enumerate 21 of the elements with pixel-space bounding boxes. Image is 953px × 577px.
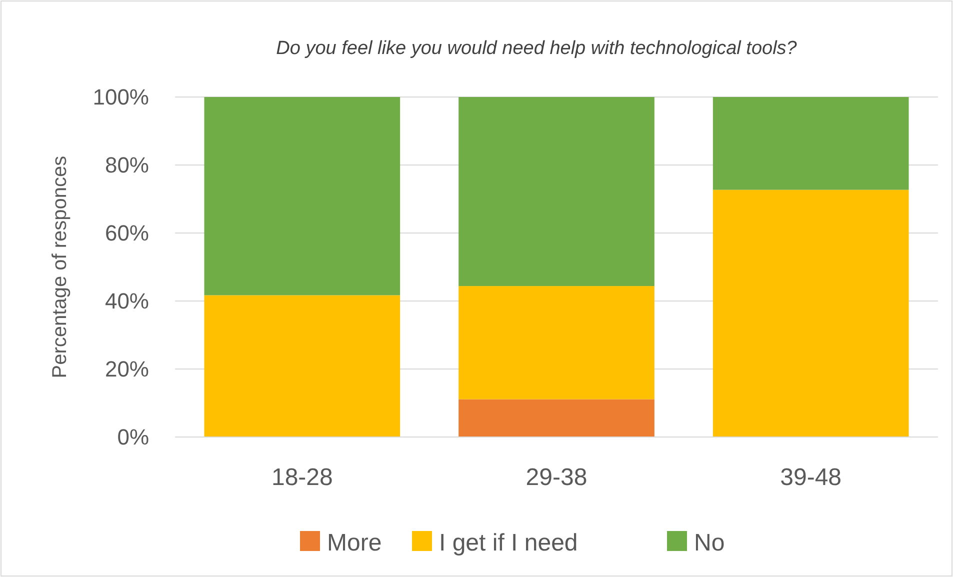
legend-label: No xyxy=(694,529,725,556)
bar xyxy=(458,97,654,286)
x-tick-label: 18-28 xyxy=(271,464,333,491)
y-tick-label: 60% xyxy=(104,220,149,246)
bar xyxy=(712,97,909,190)
bar xyxy=(204,295,400,437)
y-tick-label: 100% xyxy=(92,84,149,110)
y-tick-label: 20% xyxy=(104,356,149,382)
x-tick-label: 39-48 xyxy=(780,464,842,491)
y-axis-title: Percentage of responces xyxy=(49,156,71,378)
legend-label: More xyxy=(327,529,382,556)
bar xyxy=(458,399,654,437)
chart-title: Do you feel like you would need help with technological tools? xyxy=(276,38,798,59)
bar xyxy=(458,286,654,400)
y-tick-label: 40% xyxy=(104,288,149,314)
bar xyxy=(712,190,909,437)
bar xyxy=(204,97,400,296)
y-tick-label: 0% xyxy=(117,424,149,450)
x-tick-label: 29-38 xyxy=(526,464,588,491)
y-tick-label: 80% xyxy=(104,152,149,178)
legend-label: I get if I need xyxy=(439,529,578,556)
